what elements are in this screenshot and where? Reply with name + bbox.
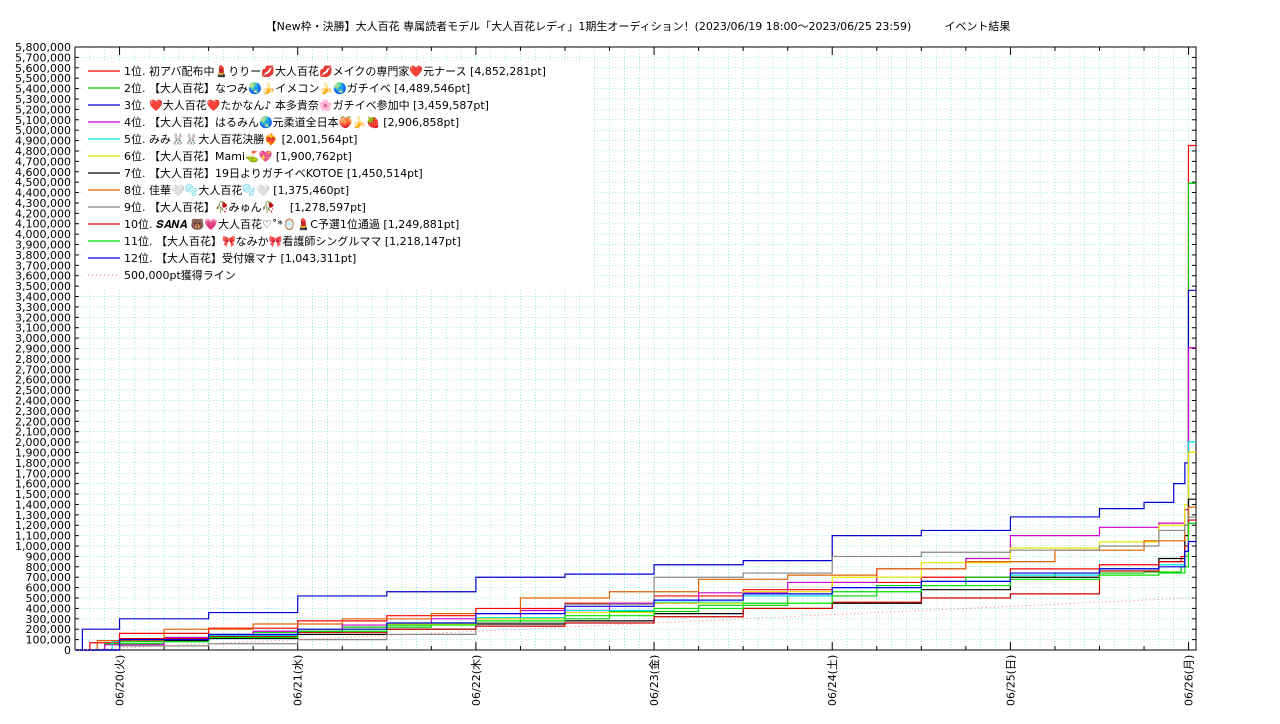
- y-tick-label: 5,700,000: [15, 51, 71, 64]
- y-tick-label: 300,000: [26, 613, 72, 626]
- y-tick-label: 1,500,000: [15, 488, 71, 501]
- x-tick-label: 06/20(火): [114, 655, 127, 706]
- y-tick-label: 5,300,000: [15, 93, 71, 106]
- y-tick-label: 1,600,000: [15, 478, 71, 491]
- y-tick-label: 2,200,000: [15, 415, 71, 428]
- y-tick-label: 4,600,000: [15, 166, 71, 179]
- series-line-8: [75, 506, 1196, 651]
- y-tick-label: 2,100,000: [15, 426, 71, 439]
- series-lines: [74, 144, 1196, 651]
- legend-label: 4位. 【大人百花】はるみん🌏元柔道全日本🍑🍌🍓 [2,906,858pt]: [124, 115, 459, 129]
- legend-label: 500,000pt獲得ライン: [124, 269, 236, 282]
- y-tick-label: 900,000: [26, 550, 72, 563]
- y-tick-label: 5,800,000: [15, 41, 71, 54]
- y-tick-label: 5,500,000: [15, 72, 71, 85]
- y-tick-label: 400,000: [26, 602, 72, 615]
- legend-label: 7位. 【大人百花】19日よりガチイベKOTOE [1,450,514pt]: [124, 166, 423, 180]
- y-tick-label: 4,100,000: [15, 218, 71, 231]
- y-tick-label: 3,000,000: [15, 332, 71, 345]
- x-tick-label: 06/21(水): [292, 655, 305, 706]
- legend-label: 8位. 佳華🤍🫧大人百花🫧🤍 [1,375,460pt]: [124, 183, 349, 197]
- y-tick-label: 1,100,000: [15, 530, 71, 543]
- legend-label: 10位. 𝑺𝑨𝑵𝑨 🐻💗大人百花♡˚*🪞💄C予選1位通過 [1,249,881p…: [124, 217, 459, 231]
- y-tick-label: 5,600,000: [15, 62, 71, 75]
- y-tick-label: 2,300,000: [15, 405, 71, 418]
- legend-label: 5位. みみ🐰🐰大人百花決勝❤️‍🔥 [2,001,564pt]: [124, 132, 357, 146]
- y-tick-label: 1,800,000: [15, 457, 71, 470]
- legend-label: 11位. 【大人百花】🎀なみか🎀看護師シングルママ [1,218,147pt]: [124, 234, 461, 248]
- y-tick-label: 2,800,000: [15, 353, 71, 366]
- y-tick-label: 4,000,000: [15, 228, 71, 241]
- x-tick-label: 06/25(日): [1004, 655, 1017, 706]
- y-tick-label: 4,300,000: [15, 197, 71, 210]
- legend-label: 12位. 【大人百花】受付嬢マナ [1,043,311pt]: [124, 251, 356, 265]
- legend-label: 1位. 初アバ配布中💄りりー💋大人百花💋メイクの専門家❤️元ナース [4,852…: [124, 64, 546, 78]
- y-tick-label: 2,000,000: [15, 436, 71, 449]
- y-tick-label: 1,300,000: [15, 509, 71, 522]
- series-line-3: [75, 289, 1196, 651]
- y-tick-label: 3,100,000: [15, 322, 71, 335]
- y-tick-label: 2,600,000: [15, 374, 71, 387]
- y-tick-label: 3,700,000: [15, 259, 71, 272]
- x-tick-label: 06/22(木): [470, 655, 483, 706]
- legend: 1位. 初アバ配布中💄りりー💋大人百花💋メイクの専門家❤️元ナース [4,852…: [82, 60, 592, 290]
- y-tick-label: 3,900,000: [15, 239, 71, 252]
- y-tick-label: 4,200,000: [15, 207, 71, 220]
- y-tick-label: 500,000: [26, 592, 72, 605]
- y-tick-label: 5,400,000: [15, 83, 71, 96]
- x-tick-label: 06/26(月): [1183, 655, 1196, 706]
- y-tick-label: 5,200,000: [15, 103, 71, 116]
- y-tick-label: 700,000: [26, 571, 72, 584]
- y-tick-label: 3,800,000: [15, 249, 71, 262]
- y-tick-label: 0: [64, 644, 71, 657]
- x-tick-label: 06/24(土): [826, 655, 839, 706]
- y-tick-label: 4,900,000: [15, 135, 71, 148]
- legend-background: [82, 60, 592, 290]
- legend-label: 2位. 【大人百花】なつみ🌏🍌イメコン🍌🌏ガチイベ [4,489,546pt]: [124, 81, 470, 95]
- y-tick-label: 3,600,000: [15, 270, 71, 283]
- y-tick-label: 2,400,000: [15, 394, 71, 407]
- y-tick-label: 1,400,000: [15, 498, 71, 511]
- chart-title: 【New枠・決勝】大人百花 専属読者モデル「大人百花レディ」1期生オーディション…: [266, 19, 1011, 33]
- y-tick-label: 5,000,000: [15, 124, 71, 137]
- y-tick-label: 3,200,000: [15, 311, 71, 324]
- y-tick-label: 1,900,000: [15, 446, 71, 459]
- legend-label: 9位. 【大人百花】🥀みゅん🥀 [1,278,597pt]: [124, 200, 366, 214]
- y-tick-label: 5,100,000: [15, 114, 71, 127]
- y-tick-label: 1,700,000: [15, 467, 71, 480]
- series-line-10: [75, 519, 1196, 651]
- y-tick-label: 4,700,000: [15, 155, 71, 168]
- y-tick-label: 1,000,000: [15, 540, 71, 553]
- legend-label: 6位. 【大人百花】Mami⛳💖 [1,900,762pt]: [124, 149, 352, 163]
- legend-label: 3位. ❤️大人百花❤️たかなん♪ 本多貴奈🌸ガチイベ参加中 [3,459,58…: [124, 98, 489, 112]
- y-tick-label: 3,300,000: [15, 301, 71, 314]
- y-tick-label: 2,900,000: [15, 343, 71, 356]
- series-line-12: [75, 540, 1196, 651]
- y-tick-label: 4,400,000: [15, 187, 71, 200]
- y-tick-label: 200,000: [26, 623, 72, 636]
- x-tick-label: 06/23(金): [647, 655, 661, 706]
- y-tick-label: 2,700,000: [15, 363, 71, 376]
- y-tick-label: 800,000: [26, 561, 72, 574]
- y-tick-label: 600,000: [26, 582, 72, 595]
- y-tick-label: 4,800,000: [15, 145, 71, 158]
- y-tick-label: 100,000: [26, 634, 72, 647]
- series-line-11: [75, 522, 1196, 651]
- y-tick-label: 1,200,000: [15, 519, 71, 532]
- series-line-9: [75, 516, 1196, 651]
- y-tick-label: 2,500,000: [15, 384, 71, 397]
- axes: 0100,000200,000300,000400,000500,000600,…: [15, 41, 1197, 706]
- y-tick-label: 3,400,000: [15, 291, 71, 304]
- y-tick-label: 3,500,000: [15, 280, 71, 293]
- y-tick-label: 4,500,000: [15, 176, 71, 189]
